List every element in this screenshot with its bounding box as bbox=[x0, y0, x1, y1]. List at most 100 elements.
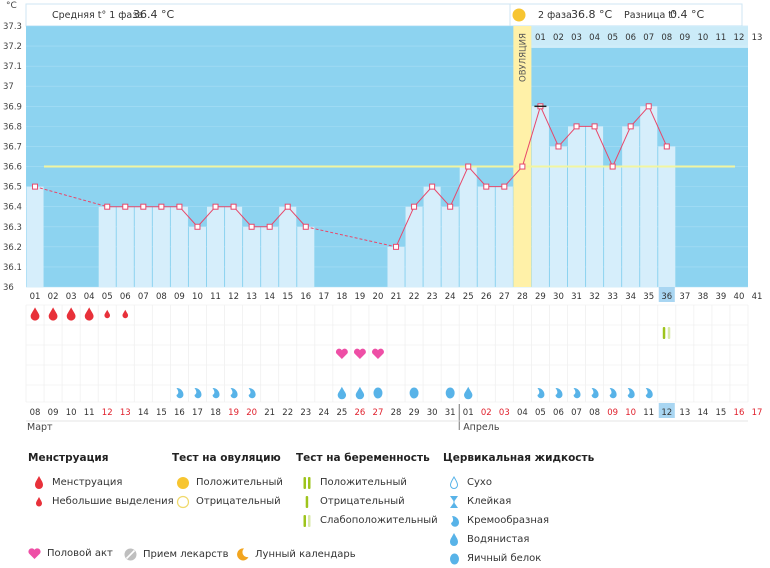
legend-item-eggwhite: Яичный белок bbox=[443, 549, 594, 568]
temp-bar bbox=[622, 126, 640, 287]
cycle-day-label: 03 bbox=[66, 292, 77, 302]
calendar-date-label: 08 bbox=[30, 408, 41, 418]
calendar-date-label: 31 bbox=[445, 408, 456, 418]
creamy-fluid-icon bbox=[176, 388, 184, 399]
temp-bar bbox=[459, 166, 477, 287]
temp-line-segment bbox=[34, 186, 108, 208]
phase2-day-number: 11 bbox=[716, 33, 727, 43]
calendar-date-label: 11 bbox=[643, 408, 654, 418]
legend-moon-calendar: Лунный календарь bbox=[236, 548, 356, 561]
filled-circle-icon bbox=[172, 476, 194, 490]
cycle-day-label: 13 bbox=[246, 292, 257, 302]
calendar-date-label: 16 bbox=[174, 408, 185, 418]
temp-point bbox=[465, 163, 472, 170]
temp-bar bbox=[658, 146, 676, 287]
watery-fluid-icon bbox=[464, 386, 473, 400]
phase2-day-number: 13 bbox=[752, 33, 763, 43]
legend-menstruation: Менструация Менструация Небольшие выделе… bbox=[28, 452, 174, 511]
temp-point bbox=[284, 203, 291, 210]
pregnancy-test-bar-icon bbox=[662, 327, 666, 339]
ovulation-band bbox=[513, 26, 532, 287]
legend-item-ovulation-negative: Отрицательный bbox=[172, 492, 283, 511]
cycle-day-label: 38 bbox=[697, 292, 708, 302]
calendar-date-label: 14 bbox=[697, 408, 708, 418]
legend-pregnancy-test: Тест на беременность Положительный Отриц… bbox=[296, 452, 438, 530]
temp-bar bbox=[405, 206, 423, 287]
calendar-date-label: 21 bbox=[264, 408, 275, 418]
calendar-date-label: 27 bbox=[373, 408, 384, 418]
legend-item-ovulation-positive: Положительный bbox=[172, 473, 283, 492]
calendar-date-label: 01 bbox=[463, 408, 474, 418]
red-drop-icon bbox=[28, 476, 50, 489]
menstruation-drop-icon bbox=[30, 307, 40, 321]
calendar-date-label: 28 bbox=[391, 408, 402, 418]
creamy-fluid-icon bbox=[212, 388, 220, 399]
legend-label: Сухо bbox=[467, 477, 492, 488]
temp-line-segment bbox=[233, 206, 252, 228]
calendar-date-label: 03 bbox=[499, 408, 510, 418]
temp-bar bbox=[586, 126, 604, 287]
temp-point bbox=[122, 203, 129, 210]
legend-item-spotting: Небольшие выделения bbox=[28, 492, 174, 511]
temp-point bbox=[483, 183, 490, 190]
double-bar-icon bbox=[296, 476, 318, 489]
calendar-date-label: 11 bbox=[84, 408, 95, 418]
temp-point bbox=[393, 243, 400, 250]
heart-icon bbox=[372, 348, 384, 359]
phase2-value: 36.8 °C bbox=[571, 8, 612, 21]
calendar-date-label: 14 bbox=[138, 408, 149, 418]
phase2-day-number: 05 bbox=[607, 33, 618, 43]
temp-line-segment bbox=[558, 126, 577, 147]
phase2-day-strip bbox=[531, 26, 767, 48]
calendar-date-label: 10 bbox=[625, 408, 636, 418]
temp-point bbox=[302, 223, 309, 230]
creamy-fluid-icon bbox=[627, 388, 635, 399]
legend-label: Кремообразная bbox=[467, 515, 550, 526]
y-tick-label: 36.1 bbox=[3, 263, 22, 273]
bbt-chart: Средняя t° 1 фаза 36.4 °C 2 фаза 36.8 °C Ра… bbox=[3, 1, 767, 433]
month-label: Март bbox=[27, 422, 53, 433]
calendar-date-label: 15 bbox=[156, 408, 167, 418]
cycle-day-label: 41 bbox=[752, 292, 763, 302]
cycle-day-label: 19 bbox=[355, 292, 366, 302]
egg-drop-icon bbox=[443, 552, 465, 565]
legend-label: Небольшие выделения bbox=[52, 496, 174, 507]
y-tick-label: 36.5 bbox=[3, 183, 22, 193]
menstruation-drop-icon bbox=[66, 307, 76, 321]
cycle-day-label: 24 bbox=[445, 292, 456, 302]
phase2-day-number: 12 bbox=[734, 33, 745, 43]
legend-ovulation-test: Тест на овуляцию Положительный Отрицател… bbox=[172, 452, 283, 511]
cycle-day-label: 23 bbox=[427, 292, 438, 302]
legend-label: Положительный bbox=[196, 477, 283, 488]
cycle-day-label: 11 bbox=[210, 292, 221, 302]
temp-bar bbox=[441, 206, 459, 287]
legend-medication: Прием лекарств bbox=[124, 548, 229, 561]
y-tick-label: 36 bbox=[3, 283, 14, 293]
legend-item-dry: Сухо bbox=[443, 473, 594, 492]
month-label: Апрель bbox=[463, 422, 500, 433]
empty-circle-icon bbox=[172, 495, 194, 509]
calendar-date-label: 26 bbox=[355, 408, 366, 418]
temp-bar bbox=[188, 226, 206, 287]
legend-item-creamy: Кремообразная bbox=[443, 511, 594, 530]
temp-bar bbox=[568, 126, 586, 287]
temp-point bbox=[230, 203, 237, 210]
temp-bar bbox=[26, 186, 44, 287]
temp-bar bbox=[170, 206, 188, 287]
diff-value: 0.4 °C bbox=[670, 8, 704, 21]
cycle-day-label: 01 bbox=[30, 292, 41, 302]
temp-line-segment bbox=[305, 226, 397, 248]
cycle-day-label: 09 bbox=[174, 292, 185, 302]
temp-line-segment bbox=[179, 206, 198, 228]
plot-background bbox=[26, 26, 748, 287]
creamy-fluid-icon bbox=[573, 388, 581, 399]
calendar-date-label: 18 bbox=[210, 408, 221, 418]
cycle-day-label: 32 bbox=[589, 292, 600, 302]
temp-bar bbox=[423, 186, 441, 287]
cycle-day-label: 08 bbox=[156, 292, 167, 302]
cycle-day-label: 31 bbox=[571, 292, 582, 302]
eggwhite-fluid-icon bbox=[373, 387, 383, 399]
pill-icon bbox=[124, 548, 137, 561]
cycle-day-label: 33 bbox=[607, 292, 618, 302]
cycle-day-label: 15 bbox=[282, 292, 293, 302]
